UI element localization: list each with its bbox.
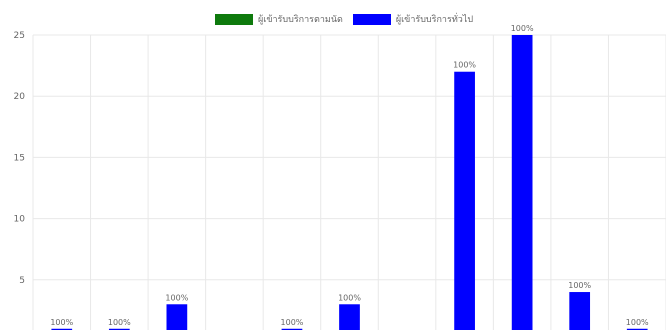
bar-value-label: 100%: [165, 293, 188, 302]
bar-value-label: 100%: [281, 318, 304, 327]
bar-value-label: 100%: [626, 318, 649, 327]
y-tick-label: 25: [14, 31, 25, 41]
legend-swatch-general: [352, 13, 391, 25]
legend-swatch-appointment: [215, 13, 253, 25]
legend-label-appointment: ผู้เข้ารับบริการตามนัด: [258, 15, 343, 25]
bar-value-label: 100%: [338, 293, 361, 302]
bar-value-label: 100%: [50, 318, 73, 327]
y-tick-label: 20: [14, 92, 26, 102]
bar: [511, 35, 533, 330]
legend-item-general[interactable]: ผู้เข้ารับบริการทั่วไป: [352, 12, 474, 26]
legend-item-appointment[interactable]: ผู้เข้ารับบริการตามนัด: [215, 12, 343, 26]
y-tick-label: 15: [14, 153, 25, 163]
bar-value-label: 100%: [511, 24, 534, 33]
bar: [626, 328, 648, 330]
bar: [454, 71, 475, 330]
y-tick-label: 10: [14, 215, 26, 225]
bar: [569, 292, 591, 330]
y-tick-label: 5: [19, 276, 25, 286]
legend-label-general: ผู้เข้ารับบริการทั่วไป: [395, 15, 474, 25]
bar: [281, 328, 303, 330]
bar-value-label: 100%: [453, 61, 476, 70]
bar: [339, 304, 360, 330]
bar: [51, 328, 73, 330]
chart-legend: ผู้เข้ารับบริการตามนัด ผู้เข้ารับบริการท…: [215, 12, 483, 26]
bar: [108, 328, 130, 330]
bar-value-label: 100%: [108, 318, 131, 327]
bar-value-label: 100%: [568, 281, 591, 290]
bar: [166, 304, 188, 330]
